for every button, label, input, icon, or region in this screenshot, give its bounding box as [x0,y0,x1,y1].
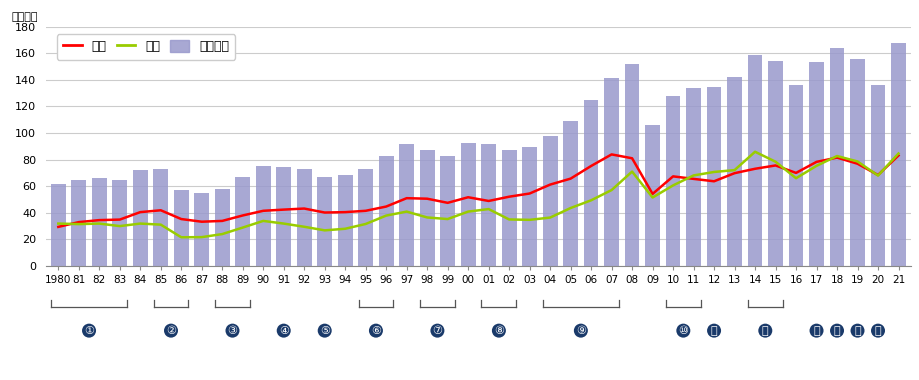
Text: ⑩: ⑩ [677,326,687,336]
Bar [215,189,230,266]
Text: ⑦: ⑦ [432,326,442,336]
Bar [891,43,905,266]
Text: ⑭: ⑭ [833,326,839,336]
Bar [665,96,680,266]
Text: ③: ③ [227,326,237,336]
Bar [174,190,188,266]
Bar [153,169,168,266]
Bar [562,120,577,266]
Text: ⑤: ⑤ [320,326,329,336]
Bar [399,144,414,266]
Bar [583,100,598,266]
Bar [276,167,290,266]
Bar [604,79,618,266]
Bar [809,62,823,266]
Bar [829,48,844,266]
Bar [337,175,352,266]
Bar [51,184,65,266]
Bar [72,180,86,266]
Bar [747,54,762,266]
Text: （兆円）: （兆円） [11,12,38,22]
Bar [869,85,884,266]
Legend: 輸出, 輸入, 貳易総額: 輸出, 輸入, 貳易総額 [56,34,235,60]
Text: ④: ④ [278,326,289,336]
Bar [542,136,557,266]
Text: ①: ① [84,326,94,336]
Text: ⑥: ⑥ [370,326,380,336]
Bar [460,143,475,266]
Bar [481,144,495,266]
Bar [194,193,209,266]
Text: ⑫: ⑫ [761,326,767,336]
Bar [235,177,250,266]
Bar [440,156,455,266]
Bar [112,180,127,266]
Text: ⑮: ⑮ [853,326,860,336]
Bar [644,125,659,266]
Bar [255,166,270,266]
Bar [501,150,516,266]
Bar [522,147,537,266]
Text: ⑯: ⑯ [874,326,880,336]
Text: ⑨: ⑨ [575,326,585,336]
Bar [624,64,639,266]
Bar [317,177,332,266]
Bar [92,178,107,266]
Bar [849,59,864,266]
Bar [132,170,147,266]
Text: ⑪: ⑪ [710,326,717,336]
Bar [767,61,782,266]
Bar [686,88,700,266]
Bar [419,150,434,266]
Bar [726,77,741,266]
Text: ⑧: ⑧ [494,326,504,336]
Text: ②: ② [165,326,176,336]
Bar [706,87,720,266]
Bar [379,156,393,266]
Text: ⑬: ⑬ [812,326,819,336]
Bar [788,85,802,266]
Bar [357,169,373,266]
Bar [297,169,312,266]
